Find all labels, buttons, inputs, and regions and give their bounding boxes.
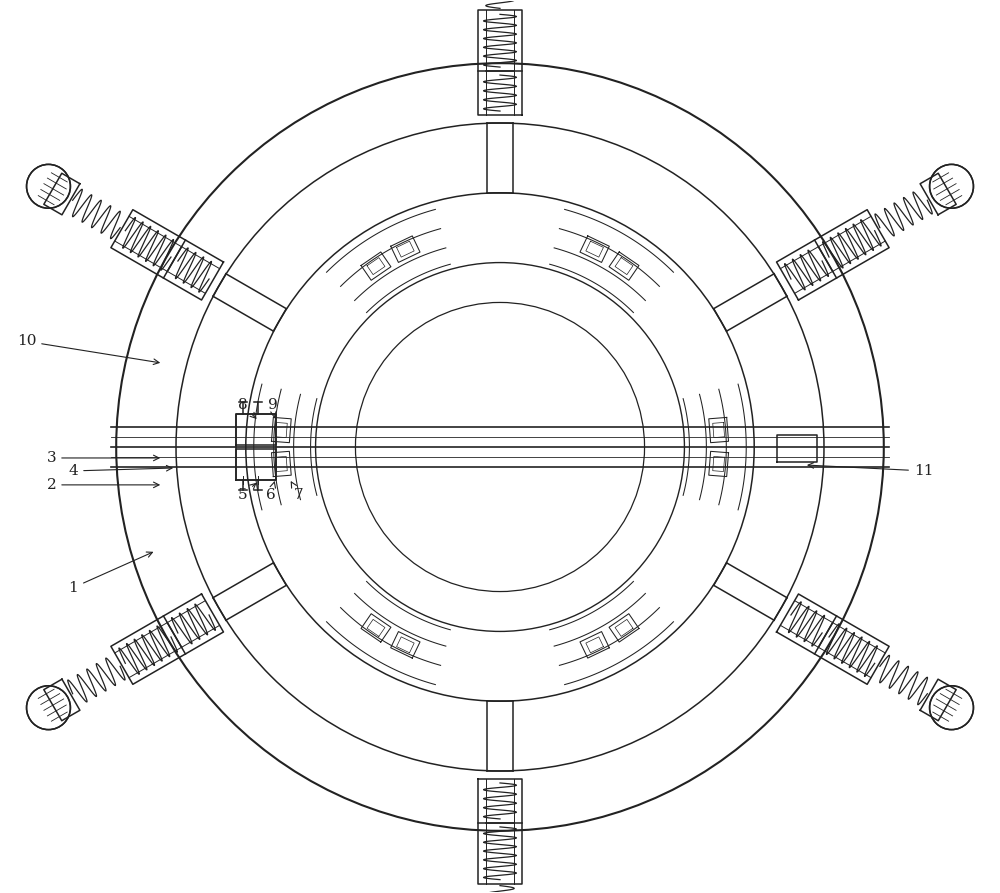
Text: 7: 7 [291,482,303,502]
Text: 1: 1 [68,552,152,595]
Circle shape [27,164,70,208]
Text: 8: 8 [238,398,256,418]
Circle shape [27,686,70,730]
Text: 6: 6 [266,482,276,502]
Text: 10: 10 [17,334,159,364]
Text: 5: 5 [238,483,256,502]
Text: 11: 11 [808,463,933,478]
Circle shape [930,686,973,730]
Text: 4: 4 [68,464,172,478]
Circle shape [930,164,973,208]
Text: 9: 9 [268,398,278,418]
Text: 2: 2 [47,478,159,492]
Text: 3: 3 [47,451,159,465]
